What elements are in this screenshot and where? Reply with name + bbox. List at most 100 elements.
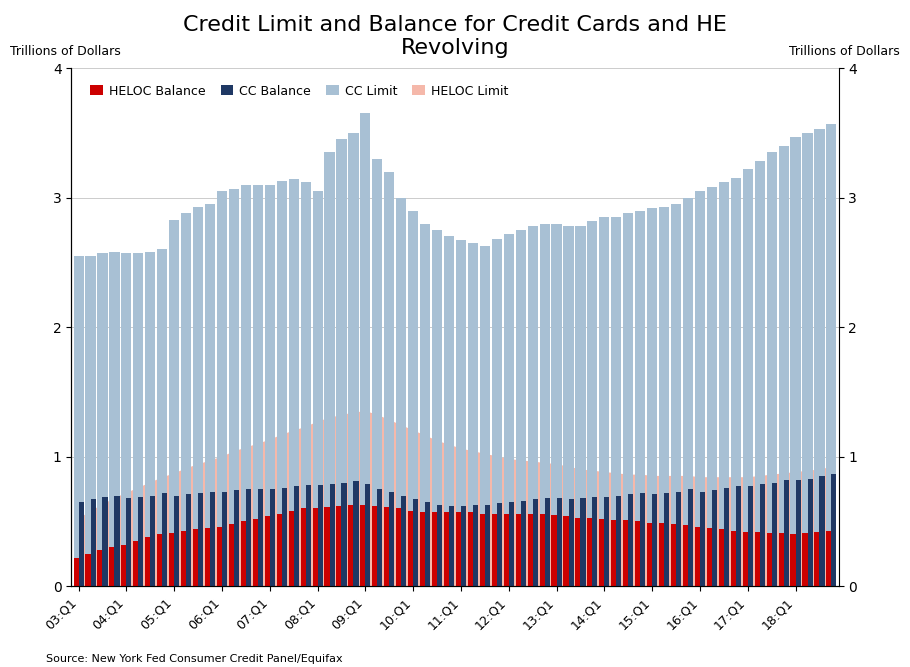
Bar bbox=[616, 496, 622, 586]
Bar bbox=[491, 514, 497, 586]
Bar bbox=[540, 514, 544, 586]
Bar bbox=[241, 185, 251, 586]
Bar bbox=[516, 514, 521, 586]
Bar bbox=[193, 529, 198, 586]
Bar bbox=[731, 178, 741, 586]
Bar bbox=[731, 530, 736, 586]
Bar bbox=[408, 511, 413, 586]
Bar bbox=[277, 181, 287, 586]
Bar bbox=[803, 533, 807, 586]
Bar bbox=[659, 207, 669, 586]
Bar bbox=[456, 512, 461, 586]
Bar bbox=[772, 483, 777, 586]
Bar bbox=[659, 523, 664, 586]
Bar bbox=[425, 502, 430, 586]
Bar bbox=[217, 527, 222, 586]
Title: Credit Limit and Balance for Credit Cards and HE
Revolving: Credit Limit and Balance for Credit Card… bbox=[183, 15, 727, 58]
Bar bbox=[671, 204, 682, 586]
Bar bbox=[258, 489, 263, 586]
Bar bbox=[760, 484, 764, 586]
Bar bbox=[682, 197, 693, 586]
Bar bbox=[832, 474, 836, 586]
Bar bbox=[671, 524, 676, 586]
Bar bbox=[401, 496, 406, 586]
Bar bbox=[635, 211, 645, 586]
Bar bbox=[754, 532, 760, 586]
Bar bbox=[575, 226, 585, 586]
Bar bbox=[712, 490, 717, 586]
Bar bbox=[360, 113, 370, 586]
Bar bbox=[265, 516, 269, 586]
Bar bbox=[408, 211, 419, 586]
Bar bbox=[612, 217, 622, 586]
Bar bbox=[74, 558, 78, 586]
Bar bbox=[509, 502, 514, 586]
Bar bbox=[563, 516, 569, 586]
Bar bbox=[187, 494, 191, 586]
Bar bbox=[814, 532, 820, 586]
Bar bbox=[157, 534, 162, 586]
Bar bbox=[228, 524, 234, 586]
Bar bbox=[306, 485, 310, 586]
Bar bbox=[253, 519, 258, 586]
Bar bbox=[312, 191, 323, 586]
Bar bbox=[181, 530, 187, 586]
Bar bbox=[384, 507, 389, 586]
Bar bbox=[366, 484, 370, 586]
Bar bbox=[743, 169, 753, 586]
Bar bbox=[109, 548, 115, 586]
Bar bbox=[432, 230, 442, 586]
Bar bbox=[551, 515, 557, 586]
Bar bbox=[779, 146, 789, 586]
Bar bbox=[318, 485, 323, 586]
Bar bbox=[146, 537, 150, 586]
Bar bbox=[282, 488, 287, 586]
Bar bbox=[795, 480, 801, 586]
Bar bbox=[647, 523, 652, 586]
Bar bbox=[723, 488, 729, 586]
Bar bbox=[528, 514, 532, 586]
Bar bbox=[688, 489, 693, 586]
Bar bbox=[169, 533, 174, 586]
Bar bbox=[349, 505, 353, 586]
Bar bbox=[707, 187, 717, 586]
Bar bbox=[437, 505, 442, 586]
Bar bbox=[754, 161, 764, 586]
Bar bbox=[169, 219, 179, 586]
Bar bbox=[480, 514, 485, 586]
Bar bbox=[641, 493, 645, 586]
Bar bbox=[146, 252, 156, 586]
Bar bbox=[623, 213, 633, 586]
Bar bbox=[121, 253, 131, 586]
Bar bbox=[389, 492, 394, 586]
Bar bbox=[133, 541, 138, 586]
Bar bbox=[288, 511, 294, 586]
Bar bbox=[480, 245, 490, 586]
Bar bbox=[413, 500, 419, 586]
Bar bbox=[473, 505, 478, 586]
Bar bbox=[300, 508, 306, 586]
Bar bbox=[563, 226, 573, 586]
Bar bbox=[205, 204, 215, 586]
Bar bbox=[174, 496, 179, 586]
Bar bbox=[468, 512, 473, 586]
Bar bbox=[222, 492, 228, 586]
Bar bbox=[444, 512, 449, 586]
Bar bbox=[600, 519, 604, 586]
Bar bbox=[90, 500, 96, 586]
Bar bbox=[384, 171, 394, 586]
Bar bbox=[807, 479, 813, 586]
Bar bbox=[126, 498, 131, 586]
Bar bbox=[635, 522, 641, 586]
Bar bbox=[157, 249, 167, 586]
Bar bbox=[74, 256, 84, 586]
Bar bbox=[432, 512, 437, 586]
Bar bbox=[115, 496, 119, 586]
Bar bbox=[612, 520, 616, 586]
Bar bbox=[736, 486, 741, 586]
Bar bbox=[78, 502, 84, 586]
Bar bbox=[575, 518, 581, 586]
Bar bbox=[587, 221, 598, 586]
Bar bbox=[133, 253, 144, 586]
Bar bbox=[420, 512, 425, 586]
